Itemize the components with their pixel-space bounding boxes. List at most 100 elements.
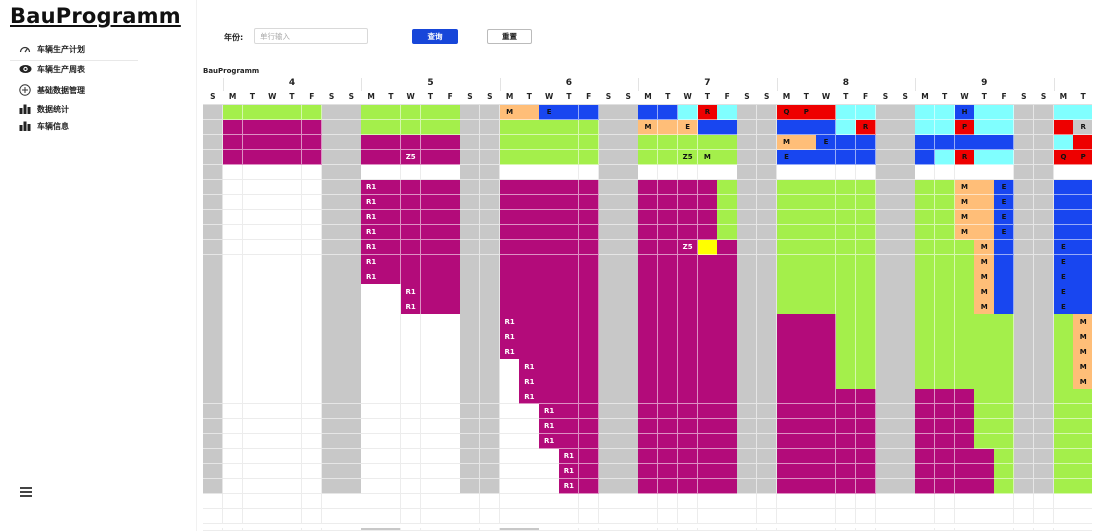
schedule-cell[interactable] [420, 284, 441, 300]
schedule-cell[interactable] [203, 269, 224, 285]
schedule-cell[interactable] [519, 119, 540, 136]
schedule-cell[interactable] [697, 254, 718, 270]
schedule-cell[interactable] [934, 209, 956, 226]
schedule-cell[interactable] [835, 389, 857, 405]
schedule-cell[interactable] [242, 149, 263, 166]
schedule-cell[interactable] [440, 269, 461, 285]
schedule-cell[interactable] [460, 433, 481, 450]
schedule-cell[interactable] [341, 463, 362, 480]
schedule-cell[interactable] [934, 374, 956, 390]
schedule-cell[interactable] [875, 269, 896, 285]
schedule-cell[interactable] [756, 269, 778, 285]
schedule-cell[interactable] [1013, 149, 1035, 166]
schedule-cell[interactable] [1073, 463, 1094, 480]
schedule-cell[interactable] [855, 359, 876, 375]
schedule-cell[interactable] [875, 239, 896, 255]
schedule-cell[interactable] [479, 433, 501, 450]
schedule-cell[interactable] [203, 254, 224, 270]
schedule-cell[interactable] [717, 448, 738, 465]
schedule-cell[interactable] [539, 119, 560, 136]
schedule-cell[interactable] [1013, 299, 1035, 315]
schedule-cell[interactable] [539, 209, 560, 226]
schedule-cell[interactable] [756, 344, 778, 360]
schedule-cell[interactable] [559, 418, 580, 435]
schedule-cell[interactable] [756, 374, 778, 390]
schedule-cell[interactable] [1073, 284, 1094, 300]
schedule-cell[interactable] [420, 239, 441, 255]
schedule-cell[interactable] [835, 179, 857, 196]
schedule-cell[interactable] [934, 179, 956, 196]
schedule-cell[interactable] [479, 209, 501, 226]
schedule-cell[interactable] [915, 179, 936, 196]
schedule-cell[interactable] [361, 149, 382, 166]
schedule-cell[interactable] [519, 254, 540, 270]
schedule-cell[interactable] [934, 269, 956, 285]
schedule-cell[interactable] [321, 149, 342, 166]
schedule-cell[interactable] [519, 149, 540, 166]
schedule-cell[interactable] [974, 329, 995, 345]
schedule-cell[interactable] [460, 269, 481, 285]
schedule-cell[interactable] [321, 374, 342, 390]
schedule-cell[interactable] [578, 374, 600, 390]
schedule-cell[interactable] [994, 478, 1015, 495]
schedule-cell[interactable] [321, 209, 342, 226]
schedule-cell[interactable] [578, 194, 600, 211]
schedule-cell[interactable] [519, 239, 540, 255]
schedule-cell[interactable] [321, 404, 342, 420]
schedule-cell[interactable] [400, 105, 422, 121]
schedule-cell[interactable] [1053, 284, 1074, 300]
schedule-cell[interactable] [915, 448, 936, 465]
schedule-cell[interactable] [420, 299, 441, 315]
schedule-cell[interactable] [1033, 119, 1055, 136]
schedule-cell[interactable] [341, 359, 362, 375]
schedule-cell[interactable] [855, 179, 876, 196]
schedule-cell[interactable] [400, 209, 422, 226]
schedule-cell[interactable] [697, 433, 718, 450]
schedule-cell[interactable] [697, 179, 718, 196]
schedule-cell[interactable] [598, 344, 619, 360]
schedule-cell[interactable] [1073, 433, 1094, 450]
sidebar-item-weekly-table[interactable]: 车辆生产周表 [18, 60, 85, 78]
schedule-cell[interactable] [203, 299, 224, 315]
schedule-cell[interactable] [816, 194, 837, 211]
schedule-cell[interactable] [915, 194, 936, 211]
schedule-cell[interactable] [1053, 179, 1074, 196]
schedule-cell[interactable] [321, 179, 342, 196]
schedule-cell[interactable] [895, 359, 916, 375]
schedule-cell[interactable] [796, 314, 817, 330]
schedule-cell[interactable] [835, 433, 857, 450]
schedule-cell[interactable] [361, 119, 382, 136]
schedule-cell[interactable] [440, 179, 461, 196]
schedule-cell[interactable] [519, 314, 540, 330]
schedule-cell[interactable] [677, 463, 698, 480]
schedule-cell[interactable] [341, 418, 362, 435]
schedule-cell[interactable] [578, 134, 600, 151]
schedule-cell[interactable] [618, 149, 639, 166]
schedule-cell[interactable] [203, 209, 224, 226]
schedule-cell[interactable] [1013, 179, 1035, 196]
schedule-cell[interactable] [737, 389, 758, 405]
schedule-cell[interactable] [756, 254, 778, 270]
schedule-cell[interactable] [974, 374, 995, 390]
schedule-cell[interactable] [203, 284, 224, 300]
schedule-cell[interactable] [1053, 224, 1074, 241]
schedule-cell[interactable] [420, 269, 441, 285]
schedule-cell[interactable] [657, 209, 679, 226]
schedule-cell[interactable] [895, 299, 916, 315]
schedule-cell[interactable] [618, 374, 639, 390]
schedule-cell[interactable] [1053, 374, 1074, 390]
schedule-cell[interactable] [835, 194, 857, 211]
schedule-cell[interactable] [598, 359, 619, 375]
schedule-cell[interactable] [835, 344, 857, 360]
schedule-cell[interactable] [381, 209, 402, 226]
schedule-cell[interactable] [994, 359, 1015, 375]
schedule-cell[interactable] [677, 119, 698, 136]
schedule-cell[interactable] [341, 194, 362, 211]
schedule-cell[interactable] [460, 179, 481, 196]
schedule-cell[interactable] [954, 433, 975, 450]
schedule-cell[interactable] [638, 389, 659, 405]
schedule-cell[interactable] [1053, 448, 1074, 465]
schedule-cell[interactable] [341, 134, 362, 151]
schedule-cell[interactable] [460, 314, 481, 330]
schedule-cell[interactable] [1033, 404, 1055, 420]
